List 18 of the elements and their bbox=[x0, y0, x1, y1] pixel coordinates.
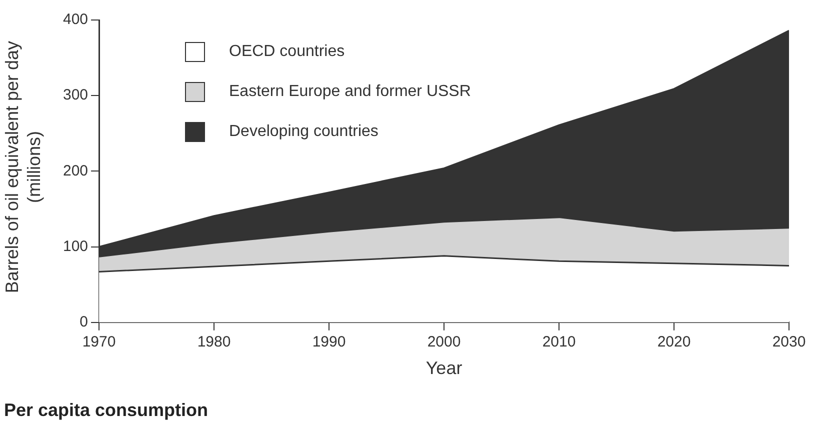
y-tick-label: 100 bbox=[62, 238, 88, 255]
x-tick-label: 1980 bbox=[197, 334, 231, 351]
text: Per capita consumption bbox=[4, 400, 208, 421]
y-tick-label: 300 bbox=[62, 86, 88, 104]
x-tick-label: 2020 bbox=[657, 334, 691, 351]
x-tick-label: 1970 bbox=[82, 334, 116, 351]
legend-label: Eastern Europe and former USSR bbox=[229, 83, 471, 101]
legend-label: OECD countries bbox=[229, 43, 345, 61]
y-tick-label: 200 bbox=[62, 162, 88, 180]
y-axis-title: Barrels of oil equivalent per day (millions) bbox=[1, 40, 45, 296]
x-tick-label: 2010 bbox=[542, 334, 576, 351]
x-axis-title: Year bbox=[426, 358, 462, 378]
x-tick-label: 2000 bbox=[427, 334, 461, 351]
x-tick-label: 1990 bbox=[312, 334, 346, 351]
x-tick-label: 2030 bbox=[772, 334, 806, 351]
legend-label: Developing countries bbox=[229, 123, 378, 141]
y-tick-label: 400 bbox=[62, 11, 88, 28]
y-tick-label: 0 bbox=[80, 314, 88, 331]
